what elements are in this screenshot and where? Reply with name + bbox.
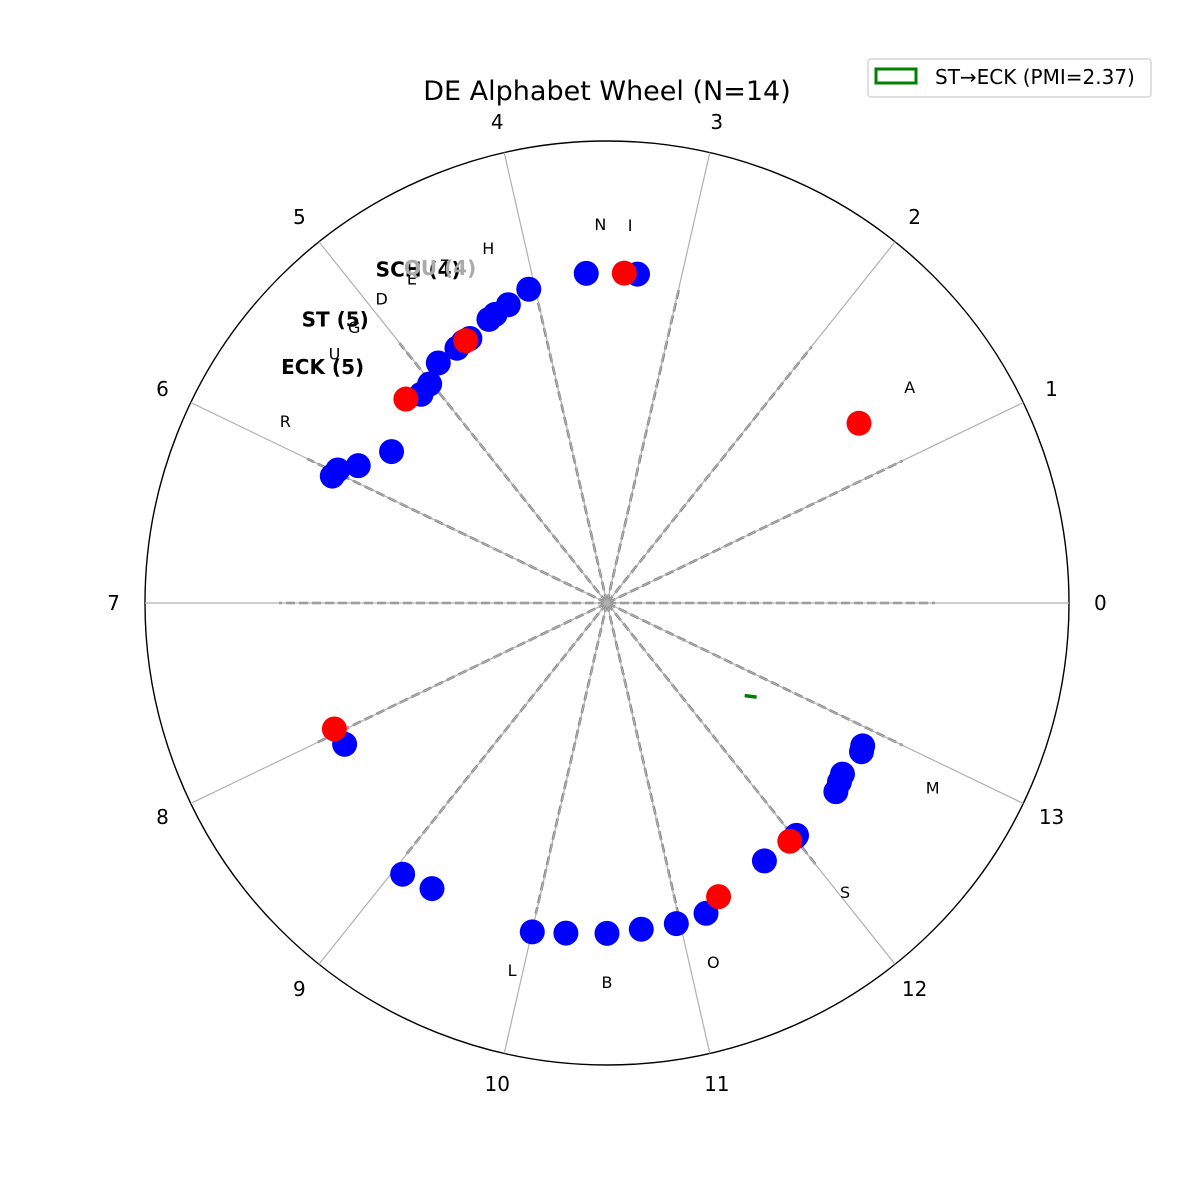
letter-label: H [482, 239, 494, 258]
data-point [850, 733, 876, 759]
theta-tick-label: 6 [156, 377, 169, 401]
legend: ST→ECK (PMI=2.37) [867, 58, 1152, 98]
letter-label: N [594, 215, 606, 234]
sector-line [318, 602, 608, 965]
theta-tick-label: 2 [908, 205, 921, 229]
sector-line [606, 402, 1024, 604]
theta-tick-label: 9 [293, 977, 306, 1001]
data-point [321, 716, 347, 742]
theta-tick-label: 5 [293, 205, 306, 229]
data-point [663, 911, 689, 937]
letter-label: A [904, 378, 915, 397]
data-point [706, 884, 732, 910]
sector-line [606, 152, 711, 604]
annotation-mark [744, 693, 757, 699]
data-point [553, 920, 579, 946]
theta-tick-label: 10 [484, 1072, 509, 1096]
data-point [516, 276, 542, 302]
letter-label: D [375, 289, 387, 308]
data-point [393, 386, 419, 412]
letter-label: M [926, 778, 940, 797]
legend-frame [867, 58, 1152, 98]
sector-line [318, 241, 608, 604]
theta-tick-label: 0 [1094, 591, 1107, 615]
letter-label: B [602, 973, 613, 992]
sector-line [190, 402, 608, 604]
ngram-label: QU (4) [404, 256, 476, 280]
letter-label: T [440, 256, 451, 275]
letter-label: G [348, 318, 360, 337]
sector-line [503, 602, 608, 1054]
data-point [453, 328, 479, 354]
data-point [777, 828, 803, 854]
letter-label: L [508, 961, 517, 980]
data-point [476, 306, 502, 332]
legend-swatch [874, 67, 918, 85]
sector-lines [145, 152, 1069, 1054]
data-point [846, 410, 872, 436]
theta-tick-label: 8 [156, 805, 169, 829]
spoke-layer [278, 278, 936, 919]
data-point [611, 260, 637, 286]
data-point [319, 463, 345, 489]
letter-label: S [840, 883, 850, 902]
data-point [829, 761, 855, 787]
sector-line [606, 241, 896, 604]
theta-tick-label: 12 [902, 977, 927, 1001]
sector-line [606, 602, 1024, 804]
sector-line [606, 602, 711, 1054]
sector-line [606, 602, 896, 965]
ngram-label: ECK (5) [281, 355, 364, 379]
chart-title: DE Alphabet Wheel (N=14) [423, 76, 790, 107]
ngram-label: ST (5) [302, 308, 369, 332]
data-point [345, 453, 371, 479]
ngram-labels: SCH (4)QU (4) ST (5) ECK (5) [281, 256, 476, 379]
data-points [319, 260, 876, 946]
letter-label: R [280, 412, 291, 431]
theta-tick-label: 4 [491, 110, 504, 134]
sector-line [503, 152, 608, 604]
ngram-label: SCH (4) [376, 257, 461, 281]
sector-line [190, 602, 608, 804]
data-point [628, 916, 654, 942]
data-point [425, 350, 451, 376]
theta-tick-label: 13 [1039, 805, 1064, 829]
letter-label: I [628, 216, 633, 235]
data-point [390, 861, 416, 887]
data-point [751, 848, 777, 874]
data-point [594, 920, 620, 946]
letter-label: O [707, 953, 720, 972]
theta-tick-label: 7 [107, 591, 120, 615]
letter-label: E [407, 269, 417, 288]
data-point [519, 919, 545, 945]
data-point [419, 876, 445, 902]
annotation-layer [744, 693, 757, 699]
letter-labels: A N I H T E DGU R L B O S M [280, 215, 940, 992]
data-point [573, 260, 599, 286]
theta-tick-label: 3 [710, 110, 723, 134]
theta-tick-label: 1 [1045, 377, 1058, 401]
data-point [379, 439, 405, 465]
letter-label: U [329, 344, 341, 363]
legend-label: ST→ECK (PMI=2.37) [935, 65, 1135, 89]
theta-tick-label: 11 [704, 1072, 729, 1096]
